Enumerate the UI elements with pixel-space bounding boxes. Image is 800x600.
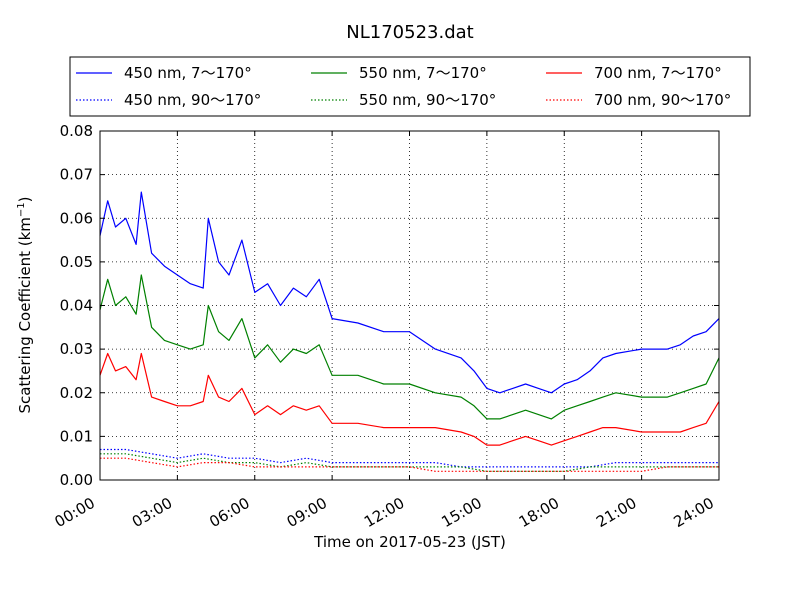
series-line: [100, 453, 719, 472]
y-tick-label: 0.02: [60, 384, 93, 402]
y-axis-label-superscript: −1: [16, 202, 27, 217]
series-line: [99, 274, 720, 420]
legend-label: 550 nm, 7～170°: [359, 64, 487, 82]
y-tick-label: 0.06: [60, 209, 93, 227]
legend-label: 450 nm, 90～170°: [124, 91, 261, 109]
y-axis-label-close: ): [16, 196, 34, 202]
legend-label: 700 nm, 7～170°: [594, 64, 722, 82]
series-line: [99, 352, 720, 446]
series-line: [99, 191, 720, 394]
legend: 450 nm, 7～170° 550 nm, 7～170° 700 nm, 7～17…: [69, 56, 751, 117]
plot-area: 00:00 03:00 06:00 09:00 12:00 15:00 18:00 21:00…: [52, 122, 720, 531]
legend-label: 550 nm, 90～170°: [359, 91, 496, 109]
y-tick-label: 0.00: [60, 471, 93, 489]
y-tick-label: 0.07: [60, 166, 93, 184]
series-lines: [99, 191, 720, 472]
y-axis-label-main: Scattering Coefficient (km: [16, 217, 34, 413]
y-tick-label: 0.01: [60, 427, 93, 445]
legend-frame: [69, 56, 751, 117]
y-tick-label: 0.08: [60, 122, 93, 140]
y-tick-label: 0.04: [60, 297, 93, 315]
chart-title: NL170523.dat: [346, 22, 473, 43]
y-axis-label: Scattering Coefficient (km−1): [16, 196, 34, 413]
plot-background: [100, 131, 719, 480]
legend-label: 450 nm, 7～170°: [124, 64, 252, 82]
x-axis-label: Time on 2017-05-23 (JST): [313, 533, 506, 551]
series-line: [100, 448, 719, 468]
y-tick-label: 0.05: [60, 253, 93, 271]
legend-label: 700 nm, 90～170°: [594, 91, 731, 109]
y-tick-label: 0.03: [60, 340, 93, 358]
